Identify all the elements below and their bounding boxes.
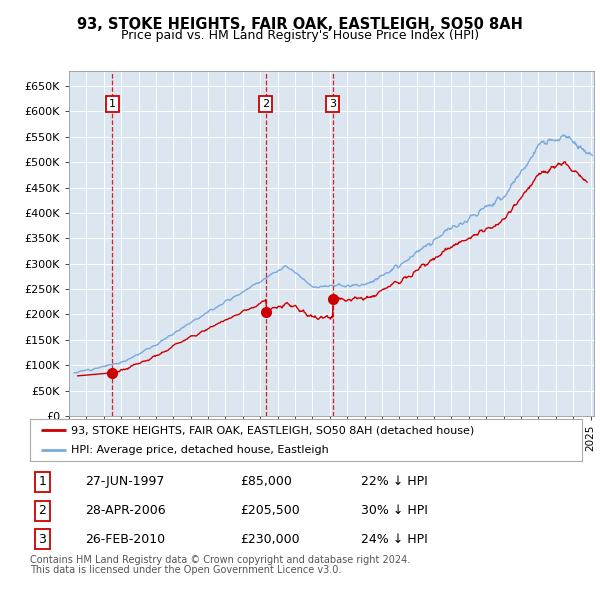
Text: 24% ↓ HPI: 24% ↓ HPI	[361, 533, 428, 546]
Text: 30% ↓ HPI: 30% ↓ HPI	[361, 504, 428, 517]
Text: 2: 2	[38, 504, 46, 517]
Text: £230,000: £230,000	[240, 533, 299, 546]
Text: 1: 1	[109, 99, 116, 109]
Text: This data is licensed under the Open Government Licence v3.0.: This data is licensed under the Open Gov…	[30, 565, 341, 575]
Text: Contains HM Land Registry data © Crown copyright and database right 2024.: Contains HM Land Registry data © Crown c…	[30, 555, 410, 565]
Text: 26-FEB-2010: 26-FEB-2010	[85, 533, 166, 546]
Text: 1: 1	[38, 476, 46, 489]
Text: £205,500: £205,500	[240, 504, 299, 517]
Text: 27-JUN-1997: 27-JUN-1997	[85, 476, 164, 489]
Text: 93, STOKE HEIGHTS, FAIR OAK, EASTLEIGH, SO50 8AH: 93, STOKE HEIGHTS, FAIR OAK, EASTLEIGH, …	[77, 17, 523, 31]
Text: 2: 2	[262, 99, 269, 109]
Text: 22% ↓ HPI: 22% ↓ HPI	[361, 476, 428, 489]
Text: £85,000: £85,000	[240, 476, 292, 489]
Text: 28-APR-2006: 28-APR-2006	[85, 504, 166, 517]
Text: Price paid vs. HM Land Registry's House Price Index (HPI): Price paid vs. HM Land Registry's House …	[121, 30, 479, 42]
Text: HPI: Average price, detached house, Eastleigh: HPI: Average price, detached house, East…	[71, 445, 329, 455]
Text: 3: 3	[329, 99, 336, 109]
Text: 3: 3	[38, 533, 46, 546]
Text: 93, STOKE HEIGHTS, FAIR OAK, EASTLEIGH, SO50 8AH (detached house): 93, STOKE HEIGHTS, FAIR OAK, EASTLEIGH, …	[71, 425, 475, 435]
